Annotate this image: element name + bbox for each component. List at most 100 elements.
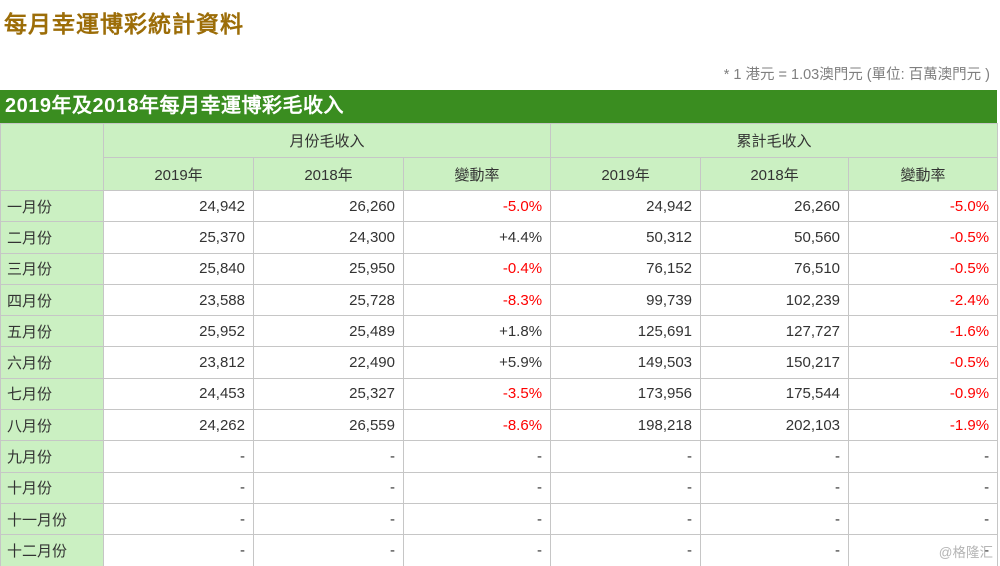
month-label: 三月份 <box>0 252 104 285</box>
table-row: 一月份 24,942 26,260 -5.0% 24,942 26,260 -5.0% <box>0 189 999 223</box>
value-cell: 23,812 <box>103 346 254 379</box>
value-cell: 24,942 <box>103 189 254 223</box>
value-cell: - <box>253 471 404 504</box>
value-cell: - <box>253 440 404 473</box>
change-cell: -1.9% <box>848 409 999 442</box>
value-cell: 25,489 <box>253 315 404 348</box>
month-label: 十一月份 <box>0 502 104 536</box>
value-cell: 50,312 <box>550 221 702 254</box>
corner-cell <box>0 123 104 191</box>
month-label: 八月份 <box>0 409 104 442</box>
change-cell: - <box>402 471 552 504</box>
value-cell: 25,370 <box>103 221 254 254</box>
value-cell: 76,510 <box>700 252 850 285</box>
page-title: 每月幸運博彩統計資料 <box>4 11 244 37</box>
value-cell: 26,260 <box>253 189 404 223</box>
table-row: 九月份 - - - - - - <box>0 440 999 473</box>
change-cell: - <box>402 502 552 536</box>
value-cell: - <box>103 534 254 566</box>
value-cell: - <box>700 440 850 473</box>
gaming-revenue-table: 月份毛收入 累計毛收入 2019年 2018年 變動率 2019年 2018年 … <box>0 123 999 566</box>
value-cell: 25,952 <box>103 315 254 348</box>
exchange-rate-note: * 1 港元 = 1.03澳門元 (單位: 百萬澳門元 ) <box>723 67 990 83</box>
col-header-monthly-2019: 2019年 <box>103 157 254 191</box>
change-cell: -1.6% <box>848 315 999 348</box>
change-cell: - <box>402 534 552 566</box>
value-cell: 25,840 <box>103 252 254 285</box>
col-header-cumulative-2018: 2018年 <box>700 157 850 191</box>
change-cell: -0.5% <box>848 221 999 254</box>
change-cell: -5.0% <box>848 189 999 223</box>
value-cell: - <box>700 502 850 536</box>
value-cell: 25,327 <box>253 377 404 411</box>
value-cell: - <box>550 502 702 536</box>
value-cell: - <box>103 440 254 473</box>
table-row: 十二月份 - - - - - - <box>0 534 999 566</box>
table-row: 二月份 25,370 24,300 +4.4% 50,312 50,560 -0.5% <box>0 221 999 254</box>
value-cell: - <box>103 471 254 504</box>
value-cell: 127,727 <box>700 315 850 348</box>
table-row: 十月份 - - - - - - <box>0 471 999 504</box>
value-cell: - <box>253 502 404 536</box>
month-label: 十月份 <box>0 471 104 504</box>
change-cell: -0.4% <box>402 252 552 285</box>
table-row: 八月份 24,262 26,559 -8.6% 198,218 202,103 -1.9% <box>0 409 999 442</box>
table-row: 十一月份 - - - - - - <box>0 502 999 536</box>
value-cell: 198,218 <box>550 409 702 442</box>
value-cell: 202,103 <box>700 409 850 442</box>
change-cell: -2.4% <box>848 283 999 317</box>
group-header-row: 月份毛收入 累計毛收入 <box>0 123 999 191</box>
month-label: 一月份 <box>0 189 104 223</box>
table-row: 六月份 23,812 22,490 +5.9% 149,503 150,217 -0.5% <box>0 346 999 379</box>
watermark: @格隆汇 <box>938 545 993 560</box>
month-label: 六月份 <box>0 346 104 379</box>
change-cell: -0.9% <box>848 377 999 411</box>
col-header-monthly-change: 變動率 <box>402 157 552 191</box>
value-cell: - <box>103 502 254 536</box>
value-cell: 26,559 <box>253 409 404 442</box>
table-row: 七月份 24,453 25,327 -3.5% 173,956 175,544 -0.9% <box>0 377 999 411</box>
group-header-monthly: 月份毛收入 <box>102 123 552 158</box>
month-label: 五月份 <box>0 315 104 348</box>
value-cell: - <box>550 534 702 566</box>
month-label: 九月份 <box>0 440 104 473</box>
table-banner: 2019年及2018年每月幸運博彩毛收入 <box>0 90 997 123</box>
value-cell: 25,728 <box>253 283 404 317</box>
sub-header-row: 2019年 2018年 變動率 2019年 2018年 變動率 <box>1 157 999 191</box>
value-cell: 102,239 <box>700 283 850 317</box>
month-label: 七月份 <box>0 377 104 411</box>
table-row: 五月份 25,952 25,489 +1.8% 125,691 127,727 -1.6% <box>0 315 999 348</box>
change-cell: - <box>848 534 999 566</box>
change-cell: +1.8% <box>402 315 552 348</box>
value-cell: 26,260 <box>700 189 850 223</box>
change-cell: -0.5% <box>848 346 999 379</box>
value-cell: 175,544 <box>700 377 850 411</box>
value-cell: 25,950 <box>253 252 404 285</box>
value-cell: - <box>253 534 404 566</box>
change-cell: -0.5% <box>848 252 999 285</box>
change-cell: - <box>848 440 999 473</box>
change-cell: +5.9% <box>402 346 552 379</box>
value-cell: 24,300 <box>253 221 404 254</box>
value-cell: 24,942 <box>550 189 702 223</box>
col-header-cumulative-2019: 2019年 <box>550 157 702 191</box>
change-cell: -5.0% <box>402 189 552 223</box>
change-cell: -8.6% <box>402 409 552 442</box>
table-body: 一月份 24,942 26,260 -5.0% 24,942 26,260 -5.0% 二月份… <box>0 189 999 566</box>
value-cell: 173,956 <box>550 377 702 411</box>
value-cell: - <box>550 440 702 473</box>
col-header-cumulative-change: 變動率 <box>848 157 999 191</box>
month-label: 四月份 <box>0 283 104 317</box>
change-cell: +4.4% <box>402 221 552 254</box>
value-cell: 24,262 <box>103 409 254 442</box>
value-cell: - <box>700 534 850 566</box>
month-label: 十二月份 <box>0 534 104 566</box>
change-cell: - <box>848 502 999 536</box>
value-cell: - <box>550 471 702 504</box>
change-cell: - <box>848 471 999 504</box>
value-cell: - <box>700 471 850 504</box>
value-cell: 150,217 <box>700 346 850 379</box>
col-header-monthly-2018: 2018年 <box>253 157 404 191</box>
change-cell: -8.3% <box>402 283 552 317</box>
